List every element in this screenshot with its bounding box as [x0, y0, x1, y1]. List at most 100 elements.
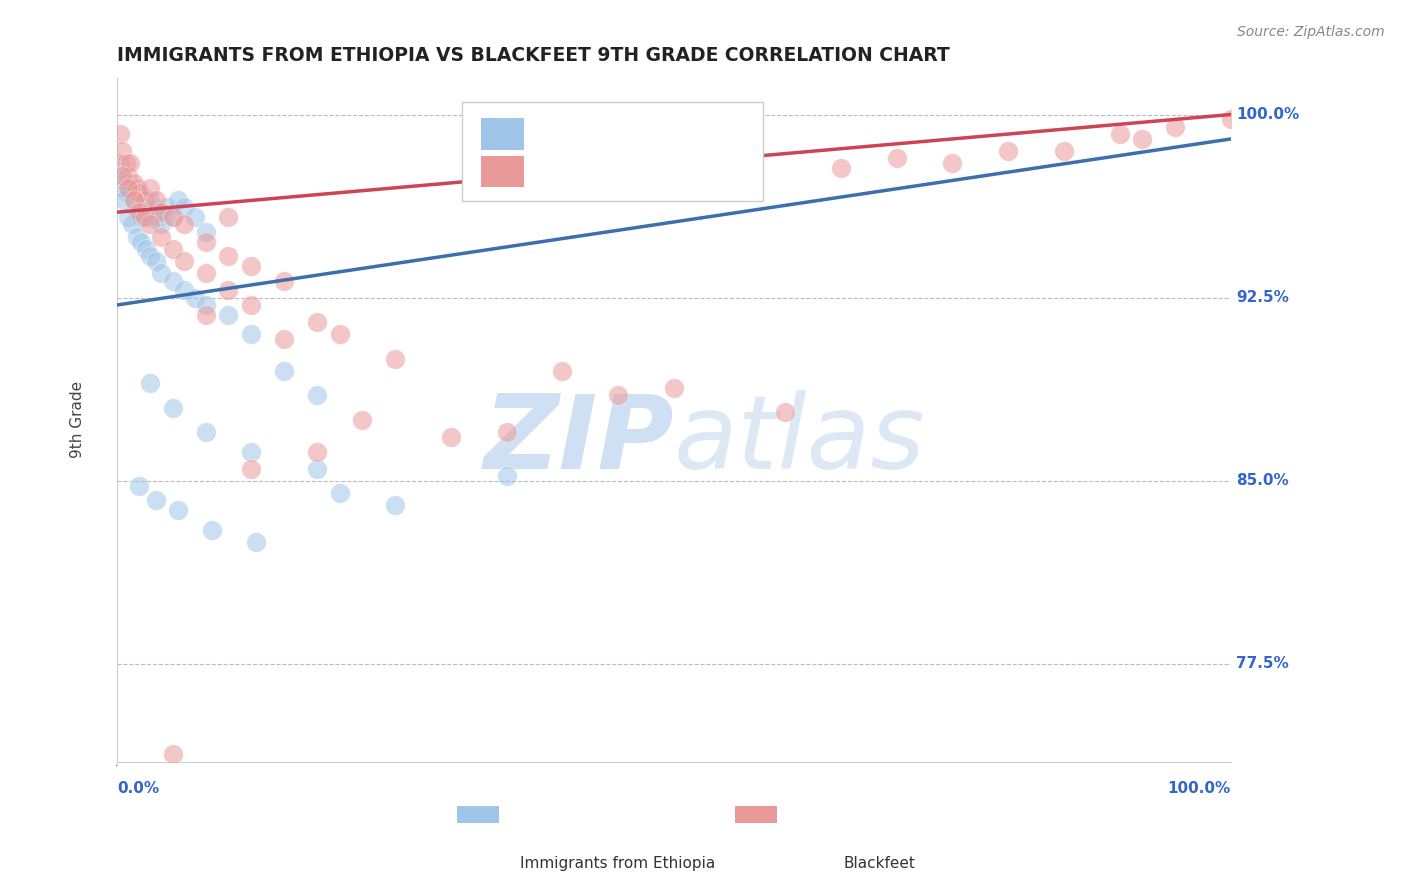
Point — [125, 181, 148, 195]
Point — [122, 193, 145, 207]
Point — [886, 152, 908, 166]
Text: R = 0.272   N = 56: R = 0.272 N = 56 — [537, 162, 716, 180]
Point — [117, 186, 139, 200]
Point — [217, 249, 239, 263]
Point — [1164, 120, 1187, 134]
Text: Immigrants from Ethiopia: Immigrants from Ethiopia — [520, 856, 716, 871]
Point — [173, 200, 195, 214]
Point — [114, 156, 136, 170]
Point — [307, 388, 329, 402]
Point — [111, 169, 134, 183]
Text: 77.5%: 77.5% — [1236, 657, 1289, 672]
Point — [145, 493, 167, 508]
Point — [162, 274, 184, 288]
Point — [131, 210, 153, 224]
Point — [217, 308, 239, 322]
Point — [830, 161, 852, 176]
Point — [112, 193, 135, 207]
Point — [134, 193, 156, 207]
Point — [200, 523, 222, 537]
Point — [173, 284, 195, 298]
Point — [117, 181, 139, 195]
Point — [239, 298, 262, 312]
Text: 92.5%: 92.5% — [1236, 290, 1289, 305]
Point — [718, 169, 741, 183]
Point — [117, 169, 139, 183]
Point — [156, 200, 179, 214]
FancyBboxPatch shape — [463, 102, 763, 201]
Text: R = 0.235   N = 53: R = 0.235 N = 53 — [537, 126, 716, 144]
Point — [384, 351, 406, 366]
Point — [120, 181, 142, 195]
Point — [122, 176, 145, 190]
Point — [273, 364, 295, 378]
Point — [551, 364, 574, 378]
Point — [150, 218, 173, 232]
Point — [150, 266, 173, 280]
Point — [145, 193, 167, 207]
Text: 85.0%: 85.0% — [1236, 474, 1289, 488]
Point — [162, 747, 184, 762]
Point — [134, 205, 156, 219]
Point — [145, 205, 167, 219]
Point — [195, 308, 218, 322]
Point — [941, 156, 963, 170]
Point — [384, 498, 406, 512]
Point — [148, 210, 170, 224]
Point — [1108, 127, 1130, 141]
Point — [125, 205, 148, 219]
Text: atlas: atlas — [673, 391, 925, 491]
Point — [239, 461, 262, 475]
Point — [136, 210, 159, 224]
Point — [195, 235, 218, 249]
Point — [122, 193, 145, 207]
Text: IMMIGRANTS FROM ETHIOPIA VS BLACKFEET 9TH GRADE CORRELATION CHART: IMMIGRANTS FROM ETHIOPIA VS BLACKFEET 9T… — [117, 46, 949, 65]
Text: 100.0%: 100.0% — [1167, 781, 1230, 797]
Point — [139, 193, 162, 207]
Point — [329, 327, 352, 342]
Point — [307, 461, 329, 475]
Text: ZIP: ZIP — [484, 390, 673, 491]
Point — [114, 176, 136, 190]
Point — [128, 186, 150, 200]
Point — [217, 284, 239, 298]
Point — [110, 127, 132, 141]
Text: Blackfeet: Blackfeet — [844, 856, 915, 871]
Point — [139, 218, 162, 232]
Point — [141, 200, 163, 214]
Point — [239, 327, 262, 342]
Point — [128, 205, 150, 219]
Point — [329, 486, 352, 500]
Point — [135, 242, 157, 256]
Point — [195, 425, 218, 439]
Point — [139, 249, 162, 263]
Point — [111, 169, 134, 183]
Point — [134, 210, 156, 224]
Point — [167, 503, 190, 517]
Point — [195, 225, 218, 239]
Point — [162, 242, 184, 256]
FancyBboxPatch shape — [457, 806, 499, 823]
Text: Source: ZipAtlas.com: Source: ZipAtlas.com — [1237, 25, 1385, 39]
Point — [162, 210, 184, 224]
Point — [307, 444, 329, 458]
Point — [173, 254, 195, 268]
FancyBboxPatch shape — [481, 119, 523, 150]
Point — [217, 210, 239, 224]
Point — [110, 156, 132, 170]
Point — [162, 401, 184, 415]
Point — [775, 405, 797, 419]
Point — [167, 193, 190, 207]
Point — [128, 479, 150, 493]
Point — [245, 534, 267, 549]
Point — [120, 156, 142, 170]
Point — [110, 181, 132, 195]
Point — [307, 315, 329, 329]
Point — [145, 254, 167, 268]
Text: 0.0%: 0.0% — [117, 781, 159, 797]
Point — [239, 259, 262, 273]
Point — [495, 469, 517, 483]
Point — [607, 388, 630, 402]
Point — [273, 332, 295, 346]
Point — [195, 298, 218, 312]
